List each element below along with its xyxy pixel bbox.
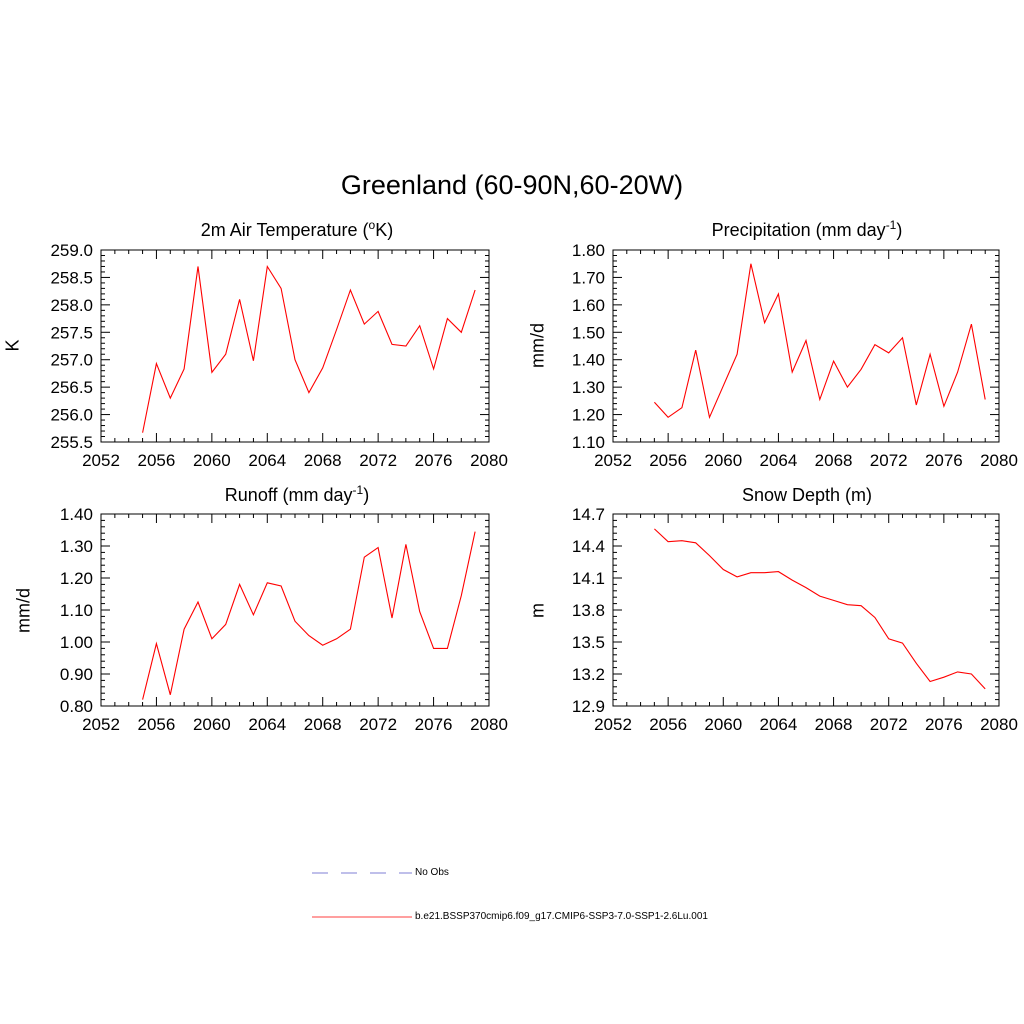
page-title: Greenland (60-90N,60-20W) — [340, 170, 684, 200]
x-tick-label: 2076 — [925, 451, 963, 470]
series-line-runoff — [142, 531, 476, 700]
y-tick-label: 1.10 — [60, 601, 93, 620]
x-tick-label: 2064 — [248, 715, 286, 734]
y-tick-label: 259.0 — [50, 241, 93, 260]
y-tick-label: 1.70 — [572, 268, 605, 287]
y-tick-label: 1.40 — [60, 505, 93, 524]
y-tick-label: 258.0 — [50, 296, 93, 315]
x-tick-label: 2056 — [138, 451, 176, 470]
series-line-air-temperature — [142, 264, 476, 433]
x-tick-label: 2072 — [359, 451, 397, 470]
x-tick-label: 2060 — [193, 451, 231, 470]
x-tick-label: 2052 — [82, 451, 120, 470]
x-tick-label: 2068 — [304, 451, 342, 470]
y-tick-label: 0.90 — [60, 665, 93, 684]
panel-title-end: ) — [363, 485, 370, 505]
plot-frame-runoff — [100, 513, 490, 707]
panel-title-end: K) — [375, 220, 394, 240]
y-tick-label: 256.5 — [50, 378, 93, 397]
y-tick-label: 13.5 — [572, 633, 605, 652]
x-tick-label: 2064 — [248, 451, 286, 470]
legend-model-label: b.e21.BSSP370cmip6.f09_g17.CMIP6-SSP3-7.… — [415, 911, 708, 922]
y-tick-label: 257.5 — [50, 323, 93, 342]
y-tick-label: 1.20 — [572, 406, 605, 425]
panel-title-snow-depth: Snow Depth (m) — [607, 483, 1007, 506]
y-tick-label: 14.4 — [572, 537, 605, 556]
x-tick-label: 2068 — [815, 451, 853, 470]
y-tick-label: 1.80 — [572, 241, 605, 260]
y-tick-label: 1.40 — [572, 351, 605, 370]
y-tick-label: 257.0 — [50, 351, 93, 370]
y-tick-label: 1.50 — [572, 323, 605, 342]
plot-frame-precipitation — [612, 249, 1000, 443]
series-line-snow-depth — [654, 528, 986, 690]
x-tick-label: 2052 — [594, 715, 632, 734]
plot-frame-air-temperature — [100, 249, 490, 443]
panel-title-main: Snow Depth (m) — [741, 485, 873, 505]
x-tick-label: 2052 — [82, 715, 120, 734]
panel-title-air-temperature: 2m Air Temperature (oK) — [97, 218, 497, 241]
x-tick-label: 2056 — [649, 451, 687, 470]
x-tick-label: 2072 — [870, 715, 908, 734]
x-tick-label: 2068 — [304, 715, 342, 734]
y-tick-label: 14.7 — [572, 505, 605, 524]
panel-title-sup: -1 — [352, 483, 364, 497]
y-tick-label: 1.30 — [572, 378, 605, 397]
x-tick-label: 2060 — [704, 451, 742, 470]
x-tick-label: 2080 — [980, 451, 1018, 470]
x-tick-label: 2052 — [594, 451, 632, 470]
y-tick-label: 258.5 — [50, 268, 93, 287]
y-tick-label: 255.5 — [50, 433, 93, 452]
x-tick-label: 2056 — [649, 715, 687, 734]
y-tick-label: 0.80 — [60, 697, 93, 716]
panel-title-main: 2m Air Temperature ( — [200, 220, 369, 240]
x-tick-label: 2064 — [760, 715, 798, 734]
x-tick-label: 2080 — [470, 451, 508, 470]
panel-title-precipitation: Precipitation (mm day-1) — [607, 218, 1007, 241]
panel-title-end: ) — [896, 220, 903, 240]
y-tick-label: 1.20 — [60, 569, 93, 588]
x-tick-label: 2076 — [925, 715, 963, 734]
x-tick-label: 2060 — [704, 715, 742, 734]
y-tick-label: 12.9 — [572, 697, 605, 716]
legend-no-obs-label: No Obs — [415, 867, 449, 878]
x-tick-label: 2076 — [415, 451, 453, 470]
y-tick-label: 1.30 — [60, 537, 93, 556]
x-tick-label: 2080 — [980, 715, 1018, 734]
y-tick-label: 1.00 — [60, 633, 93, 652]
x-tick-label: 2072 — [870, 451, 908, 470]
series-line-precipitation — [653, 263, 986, 420]
y-tick-label: 13.8 — [572, 601, 605, 620]
panel-title-sup: o — [368, 218, 376, 232]
panel-title-main: Precipitation (mm day — [711, 220, 886, 240]
y-tick-label: 1.60 — [572, 296, 605, 315]
x-tick-label: 2064 — [760, 451, 798, 470]
x-tick-label: 2060 — [193, 715, 231, 734]
x-tick-label: 2068 — [815, 715, 853, 734]
y-tick-label: 1.10 — [572, 433, 605, 452]
y-tick-label: 256.0 — [50, 406, 93, 425]
x-tick-label: 2076 — [415, 715, 453, 734]
y-tick-label: 14.1 — [572, 569, 605, 588]
x-tick-label: 2056 — [138, 715, 176, 734]
plot-frame-snow-depth — [612, 513, 1000, 707]
panel-title-runoff: Runoff (mm day-1) — [97, 483, 497, 506]
x-tick-label: 2080 — [470, 715, 508, 734]
x-tick-label: 2072 — [359, 715, 397, 734]
y-tick-label: 13.2 — [572, 665, 605, 684]
panel-title-main: Runoff (mm day — [224, 485, 353, 505]
panel-title-sup: -1 — [885, 218, 897, 232]
